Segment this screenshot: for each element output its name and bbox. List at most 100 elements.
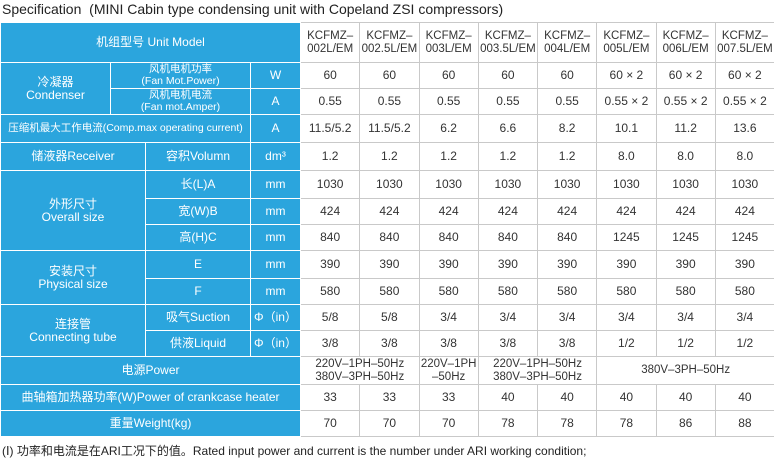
unit: W: [249, 62, 302, 89]
cell-value: 580: [477, 278, 539, 305]
table-row: 连接管 Connecting tube 吸气Suction Φ（in） 5/8 5/8 3…: [0, 304, 774, 357]
model-label: 机组型号 Unit Model: [0, 22, 302, 63]
cell-value: 40: [537, 384, 598, 411]
table-row: 风机电机电流 (Fan mot.Amper) A 0.55 0.55 0.55 0.55 0…: [1, 88, 774, 115]
cell-value: 580: [596, 278, 657, 305]
cell-value: 5/8: [300, 304, 361, 331]
unit: dm³: [249, 142, 302, 171]
cell-value: 580: [300, 278, 361, 305]
cell-value: 1/2: [714, 330, 774, 357]
cell-value: 840: [359, 224, 420, 251]
cell-value: 1245: [714, 224, 774, 251]
cell-value: 11.2: [655, 114, 716, 143]
row-label: 宽(W)B: [145, 198, 251, 225]
cell-value: 88: [714, 410, 774, 437]
cell-value: 424: [537, 198, 598, 225]
model-name: KCFMZ– 006L/EM: [655, 22, 716, 63]
row-label: 吸气Suction: [145, 304, 251, 331]
model-name: KCFMZ– 007.5L/EM: [714, 22, 774, 63]
cell-value: 220V–1PH –50Hz: [418, 356, 479, 385]
cell-value: 1030: [418, 170, 479, 199]
cell-value: 840: [537, 224, 598, 251]
unit: Φ（in）: [249, 330, 302, 357]
row-label: 高(H)C: [145, 224, 251, 251]
cell-value: 13.6: [714, 114, 774, 143]
row-label: 风机电机电流 (Fan mot.Amper): [110, 88, 251, 115]
cell-value: 60: [300, 62, 361, 89]
cell-value: 1030: [596, 170, 657, 199]
cell-value: 60: [418, 62, 479, 89]
row-label: F: [145, 278, 251, 305]
unit: A: [249, 114, 302, 143]
model-name: KCFMZ– 003.5L/EM: [477, 22, 539, 63]
cell-value: 3/4: [537, 304, 598, 331]
cell-value: 0.55 × 2: [655, 88, 716, 115]
cell-value: 580: [359, 278, 420, 305]
cell-value: 33: [300, 384, 361, 411]
cell-value: 8.0: [596, 142, 657, 171]
cell-value: 390: [359, 250, 420, 279]
group-label: 储液器Receiver: [0, 142, 146, 171]
cell-value: 580: [418, 278, 479, 305]
cell-value: 60: [359, 62, 420, 89]
cell-value: 60 × 2: [655, 62, 716, 89]
cell-value: 6.2: [418, 114, 479, 143]
cell-value: 33: [418, 384, 479, 411]
cell-value: 1.2: [359, 142, 420, 171]
cell-value: 1.2: [418, 142, 479, 171]
table-row: 曲轴箱加热器功率(W)Power of crankcase heater 33 33…: [0, 384, 774, 411]
cell-value: 1/2: [596, 330, 657, 357]
cell-value: 3/4: [477, 304, 539, 331]
table-row: 电源Power 220V–1PH–50Hz 380V–3PH–50Hz 220V–1…: [0, 356, 774, 385]
row-label: 供液Liquid: [145, 330, 251, 357]
cell-value: 0.55 × 2: [596, 88, 657, 115]
table-row: 供液Liquid Φ（in） 3/8 3/8 3/8 3/8 3/8 1/2 1/2 1/2: [1, 330, 774, 357]
cell-value: 0.55: [359, 88, 420, 115]
cell-value: 424: [300, 198, 361, 225]
row-label: 重量Weight(kg): [0, 410, 302, 437]
cell-value: 390: [714, 250, 774, 279]
cell-value: 1.2: [537, 142, 598, 171]
group-label: 冷凝器 Condenser: [0, 62, 111, 115]
cell-value: 840: [418, 224, 479, 251]
cell-value: 3/8: [418, 330, 479, 357]
cell-value: 0.55: [537, 88, 598, 115]
cell-value: 424: [596, 198, 657, 225]
cell-value: 86: [655, 410, 716, 437]
row-label: 长(L)A: [145, 170, 251, 199]
cell-value: 220V–1PH–50Hz 380V–3PH–50Hz: [300, 356, 420, 385]
cell-value: 8.0: [714, 142, 774, 171]
cell-value: 3/4: [655, 304, 716, 331]
model-name: KCFMZ– 002L/EM: [300, 22, 361, 63]
table-row: 宽(W)B mm 424 424 424 424 424 424 424 424: [1, 198, 774, 225]
cell-value: 1/2: [655, 330, 716, 357]
table-row: 压缩机最大工作电流(Comp.max operating current) A 11…: [0, 114, 774, 143]
cell-value: 5/8: [359, 304, 420, 331]
cell-value: 424: [714, 198, 774, 225]
cell-value: 1245: [655, 224, 716, 251]
cell-value: 8.2: [537, 114, 598, 143]
cell-value: 3/8: [537, 330, 598, 357]
cell-value: 78: [477, 410, 539, 437]
unit: mm: [249, 198, 302, 225]
table-row: 储液器Receiver 容积Volumn dm³ 1.2 1.2 1.2 1.2 1.2 8.0…: [0, 142, 774, 171]
cell-value: 10.1: [596, 114, 657, 143]
cell-value: 390: [477, 250, 539, 279]
model-name: KCFMZ– 002.5L/EM: [359, 22, 420, 63]
row-label: 压缩机最大工作电流(Comp.max operating current): [0, 114, 251, 143]
cell-value: 3/4: [596, 304, 657, 331]
row-label: 电源Power: [0, 356, 302, 385]
model-name: KCFMZ– 005L/EM: [596, 22, 657, 63]
row-label: 风机电机功率 (Fan Mot.Power): [110, 62, 251, 89]
cell-value: 390: [418, 250, 479, 279]
cell-value: 40: [714, 384, 774, 411]
unit: mm: [249, 250, 302, 279]
cell-value: 424: [655, 198, 716, 225]
table-row: 冷凝器 Condenser 风机电机功率 (Fan Mot.Power) W 60 60…: [0, 62, 774, 115]
cell-value: 70: [359, 410, 420, 437]
cell-value: 1030: [655, 170, 716, 199]
cell-value: 70: [300, 410, 361, 437]
cell-value: 33: [359, 384, 420, 411]
row-label: 曲轴箱加热器功率(W)Power of crankcase heater: [0, 384, 302, 411]
group-label: 外形尺寸 Overall size: [0, 170, 146, 251]
